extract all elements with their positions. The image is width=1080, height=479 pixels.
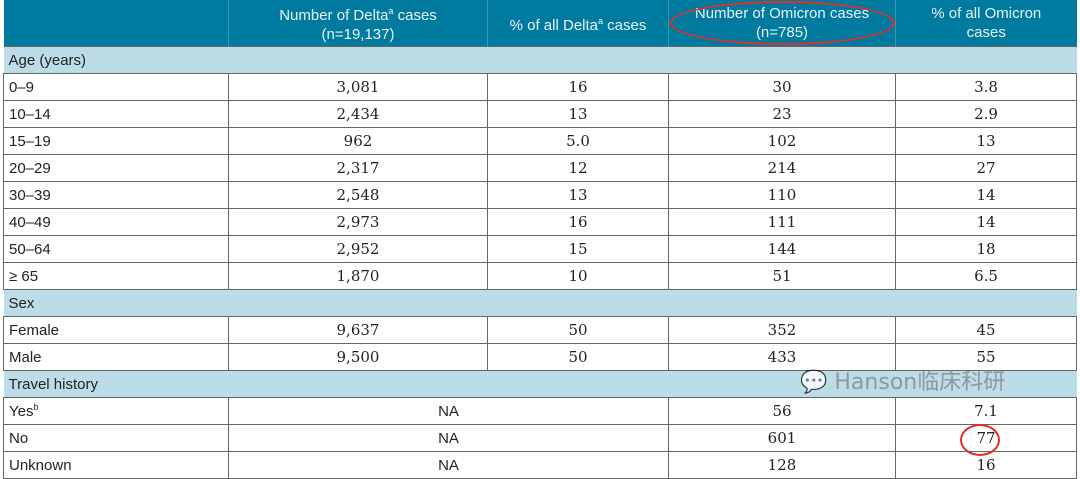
table-row: No NA 601 77 (3, 424, 1077, 452)
table-row: 10–14 2,434 13 23 2.9 (3, 100, 1077, 128)
case-characteristics-table: Number of Deltaa cases (n=19,137) % of al… (3, 0, 1077, 479)
table-row: 40–49 2,973 16 111 14 (3, 208, 1077, 236)
cell: 128 (668, 451, 896, 479)
cell: 7.1 (895, 397, 1077, 425)
cell: 23 (668, 100, 896, 128)
cell: 111 (668, 208, 896, 236)
cell: 50 (487, 316, 669, 344)
row-label: Male (3, 343, 229, 371)
table-row: 20–29 2,317 12 214 27 (3, 154, 1077, 182)
cell: 13 (895, 127, 1077, 155)
cell: 77 (895, 424, 1077, 452)
row-label: 40–49 (3, 208, 229, 236)
cell: 102 (668, 127, 896, 155)
table-row: Unknown NA 128 16 (3, 451, 1077, 479)
table-row: Female 9,637 50 352 45 (3, 316, 1077, 344)
cell: 10 (487, 262, 669, 290)
cell: NA (228, 424, 669, 452)
cell: 110 (668, 181, 896, 209)
cell: 15 (487, 235, 669, 263)
header-blank (3, 0, 229, 47)
cell: 56 (668, 397, 896, 425)
cell: 2,548 (228, 181, 488, 209)
cell: 16 (895, 451, 1077, 479)
cell: 14 (895, 208, 1077, 236)
cell: 55 (895, 343, 1077, 371)
cell: 13 (487, 100, 669, 128)
cell: 2.9 (895, 100, 1077, 128)
cell: 214 (668, 154, 896, 182)
cell: 962 (228, 127, 488, 155)
cell: 50 (487, 343, 669, 371)
cell: 14 (895, 181, 1077, 209)
row-label: Unknown (3, 451, 229, 479)
cell: 9,500 (228, 343, 488, 371)
section-label: Age (years) (3, 46, 1077, 74)
cell: 30 (668, 73, 896, 101)
cell: 51 (668, 262, 896, 290)
cell: 2,973 (228, 208, 488, 236)
row-label: No (3, 424, 229, 452)
cell: 601 (668, 424, 896, 452)
cell: 6.5 (895, 262, 1077, 290)
section-row-travel: Travel history (3, 370, 1077, 398)
row-label: ≥ 65 (3, 262, 229, 290)
row-label: Yesb (3, 397, 229, 425)
cell: NA (228, 397, 669, 425)
table-row: 15–19 962 5.0 102 13 (3, 127, 1077, 155)
row-label: 10–14 (3, 100, 229, 128)
row-label: 15–19 (3, 127, 229, 155)
header-row: Number of Deltaa cases (n=19,137) % of al… (3, 0, 1077, 47)
table-row: 30–39 2,548 13 110 14 (3, 181, 1077, 209)
cell: NA (228, 451, 669, 479)
cell: 9,637 (228, 316, 488, 344)
table-row: Male 9,500 50 433 55 (3, 343, 1077, 371)
table-row: Yesb NA 56 7.1 (3, 397, 1077, 425)
cell: 2,952 (228, 235, 488, 263)
row-label: 20–29 (3, 154, 229, 182)
row-label: Female (3, 316, 229, 344)
section-label: Travel history (3, 370, 1077, 398)
header-delta-pct: % of all Deltaa cases (487, 0, 669, 47)
cell: 27 (895, 154, 1077, 182)
header-omicron-pct: % of all Omicron cases (895, 0, 1077, 47)
cell: 3.8 (895, 73, 1077, 101)
row-label: 30–39 (3, 181, 229, 209)
cell: 2,317 (228, 154, 488, 182)
section-row-sex: Sex (3, 289, 1077, 317)
cell: 144 (668, 235, 896, 263)
cell: 5.0 (487, 127, 669, 155)
cell: 433 (668, 343, 896, 371)
section-label: Sex (3, 289, 1077, 317)
cell: 3,081 (228, 73, 488, 101)
table-row: 50–64 2,952 15 144 18 (3, 235, 1077, 263)
header-omicron-count: Number of Omicron cases (n=785) (668, 0, 896, 47)
cell: 12 (487, 154, 669, 182)
header-delta-count: Number of Deltaa cases (n=19,137) (228, 0, 488, 47)
cell: 16 (487, 208, 669, 236)
cell: 352 (668, 316, 896, 344)
row-label: 50–64 (3, 235, 229, 263)
row-label: 0–9 (3, 73, 229, 101)
cell: 13 (487, 181, 669, 209)
cell: 1,870 (228, 262, 488, 290)
cell: 16 (487, 73, 669, 101)
section-row-age: Age (years) (3, 46, 1077, 74)
table-row: 0–9 3,081 16 30 3.8 (3, 73, 1077, 101)
cell: 18 (895, 235, 1077, 263)
cell: 2,434 (228, 100, 488, 128)
cell: 45 (895, 316, 1077, 344)
table-row: ≥ 65 1,870 10 51 6.5 (3, 262, 1077, 290)
